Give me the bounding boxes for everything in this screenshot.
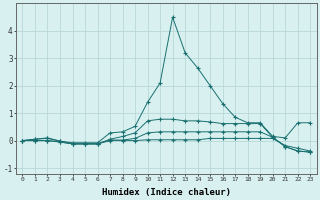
X-axis label: Humidex (Indice chaleur): Humidex (Indice chaleur): [102, 188, 231, 197]
